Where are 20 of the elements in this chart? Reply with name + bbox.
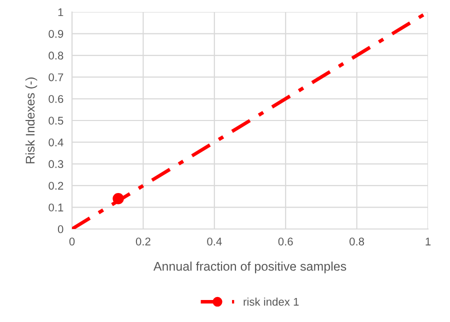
x-tick-label: 0.4	[207, 238, 222, 246]
y-tick-label: 0.2	[48, 182, 64, 190]
x-axis-title: Annual fraction of positive samples	[153, 262, 346, 274]
x-tick-label: 0.6	[278, 238, 293, 246]
y-tick-label: 0.4	[48, 138, 64, 146]
x-tick-label: 1	[426, 238, 431, 246]
legend-label: risk index 1	[244, 298, 299, 306]
x-tick-label: 0.8	[350, 238, 364, 246]
y-tick-label: 0.5	[48, 116, 64, 125]
y-tick-label: 0.9	[48, 30, 64, 38]
y-tick-label: 0.3	[48, 160, 64, 168]
y-tick-label: 0.8	[48, 52, 64, 60]
y-tick-label: 0.6	[48, 95, 64, 103]
y-tick-label: 1	[58, 8, 64, 16]
y-axis-title: Risk Indexes (-)	[25, 78, 38, 164]
y-tick-label: 0.1	[48, 204, 64, 212]
x-tick-label: 0	[69, 238, 75, 246]
y-tick-label: 0.7	[48, 73, 64, 82]
x-tick-label: 0.2	[136, 238, 150, 246]
y-tick-label: 0	[58, 225, 64, 234]
